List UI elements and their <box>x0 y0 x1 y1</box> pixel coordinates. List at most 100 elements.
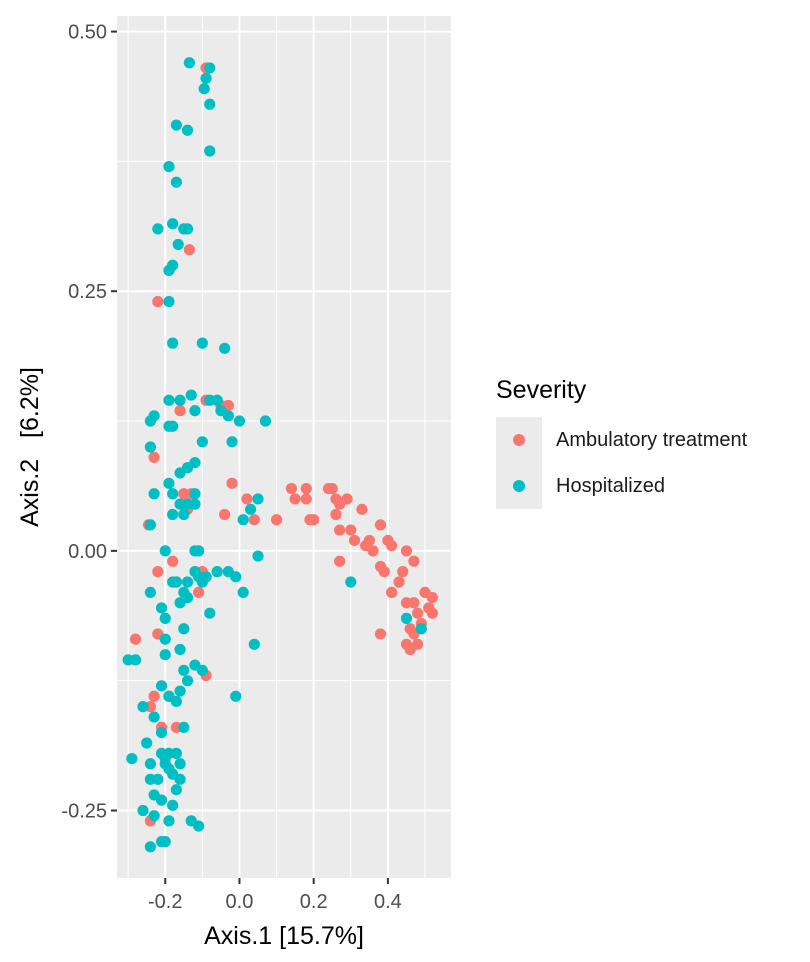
data-point-ambulatory <box>426 591 439 604</box>
data-point-hospitalized <box>167 508 179 521</box>
data-point-hospitalized <box>148 810 160 822</box>
data-point-ambulatory <box>386 540 398 552</box>
data-point-ambulatory <box>393 576 405 588</box>
data-point-hospitalized <box>170 747 182 759</box>
data-point-hospitalized <box>129 654 142 666</box>
data-point-hospitalized <box>204 62 216 74</box>
legend-label: Ambulatory treatment <box>556 428 748 451</box>
data-point-hospitalized <box>170 176 182 188</box>
data-point-ambulatory <box>308 514 320 526</box>
data-point-hospitalized <box>144 415 156 427</box>
data-point-ambulatory <box>341 493 353 505</box>
legend-title: Severity <box>496 376 587 404</box>
data-point-hospitalized <box>345 576 357 588</box>
data-point-hospitalized <box>178 508 190 521</box>
legend-key <box>496 417 542 463</box>
data-point-ambulatory <box>226 477 238 489</box>
data-point-hospitalized <box>230 690 242 702</box>
data-point-hospitalized <box>163 815 175 827</box>
data-point-hospitalized <box>178 623 190 635</box>
data-point-hospitalized <box>189 488 201 500</box>
data-point-hospitalized <box>230 571 242 583</box>
data-point-ambulatory <box>183 244 195 256</box>
data-point-hospitalized <box>204 98 216 110</box>
legend-label: Hospitalized <box>556 474 665 497</box>
data-point-ambulatory <box>241 493 253 505</box>
data-point-hospitalized <box>159 545 171 557</box>
data-point-hospitalized <box>144 441 156 453</box>
data-point-hospitalized <box>245 503 257 515</box>
data-point-ambulatory <box>404 643 416 656</box>
data-point-ambulatory <box>300 493 312 505</box>
data-point-hospitalized <box>189 498 201 510</box>
x-tick-label: -0.2 <box>148 891 182 913</box>
data-point-hospitalized <box>126 752 138 765</box>
data-point-hospitalized <box>152 223 164 235</box>
data-point-ambulatory <box>345 524 357 536</box>
data-point-hospitalized <box>170 119 182 131</box>
data-point-ambulatory <box>348 534 361 547</box>
legend-item-ambulatory: Ambulatory treatment <box>496 417 747 463</box>
data-point-hospitalized <box>163 420 175 432</box>
data-point-hospitalized <box>196 436 208 448</box>
y-axis-title: Axis.2 [6.2%] <box>16 367 44 527</box>
data-point-hospitalized <box>237 586 249 598</box>
data-point-hospitalized <box>170 576 182 588</box>
data-point-hospitalized <box>159 649 171 661</box>
data-point-ambulatory <box>386 586 398 598</box>
data-point-hospitalized <box>196 664 208 676</box>
data-point-hospitalized <box>137 701 149 713</box>
x-axis-title: Axis.1 [15.7%] <box>204 922 364 950</box>
data-point-hospitalized <box>144 586 156 598</box>
data-point-hospitalized <box>252 493 264 505</box>
data-point-ambulatory <box>334 524 346 536</box>
y-tick-label: 0.00 <box>68 541 107 563</box>
major-gridlines <box>117 16 451 878</box>
data-point-hospitalized <box>178 664 190 676</box>
data-point-hospitalized <box>196 576 208 588</box>
x-tick-label: 0.0 <box>226 891 254 913</box>
data-point-hospitalized <box>174 773 186 785</box>
y-tick-label: -0.25 <box>61 800 107 822</box>
data-point-hospitalized <box>211 566 223 578</box>
x-tick-label: 0.2 <box>300 891 328 913</box>
data-point-hospitalized <box>196 337 208 349</box>
data-point-ambulatory <box>152 566 164 578</box>
data-point-ambulatory <box>300 482 312 495</box>
data-point-ambulatory <box>400 597 413 609</box>
data-point-hospitalized <box>185 389 197 401</box>
data-point-hospitalized <box>222 410 234 422</box>
data-point-hospitalized <box>174 394 186 406</box>
data-point-hospitalized <box>155 680 168 692</box>
data-point-hospitalized <box>189 405 201 417</box>
data-point-hospitalized <box>167 488 179 500</box>
data-point-hospitalized <box>159 612 171 624</box>
data-point-hospitalized <box>189 545 201 557</box>
data-point-hospitalized <box>178 586 190 598</box>
data-point-hospitalized <box>183 57 195 69</box>
data-point-ambulatory <box>367 545 379 557</box>
data-point-hospitalized <box>163 160 175 173</box>
data-point-hospitalized <box>200 72 212 84</box>
data-point-hospitalized <box>415 623 427 635</box>
data-point-hospitalized <box>233 415 246 427</box>
data-point-hospitalized <box>193 820 205 832</box>
data-point-ambulatory <box>248 514 260 526</box>
data-point-hospitalized <box>167 337 179 349</box>
data-point-hospitalized <box>174 467 186 479</box>
legend-key <box>496 463 542 509</box>
data-point-ambulatory <box>397 566 409 578</box>
data-point-ambulatory <box>334 555 346 567</box>
data-point-hospitalized <box>170 784 182 796</box>
data-point-hospitalized <box>174 685 186 697</box>
plot-panel <box>117 16 451 878</box>
data-point-ambulatory <box>374 519 387 531</box>
data-point-hospitalized <box>204 607 216 619</box>
data-point-ambulatory <box>152 296 164 308</box>
data-point-hospitalized <box>155 747 168 759</box>
legend-item-hospitalized: Hospitalized <box>496 463 747 509</box>
data-points <box>122 57 439 853</box>
data-point-ambulatory <box>400 545 413 557</box>
data-point-hospitalized <box>148 711 160 723</box>
data-point-hospitalized <box>174 758 186 770</box>
